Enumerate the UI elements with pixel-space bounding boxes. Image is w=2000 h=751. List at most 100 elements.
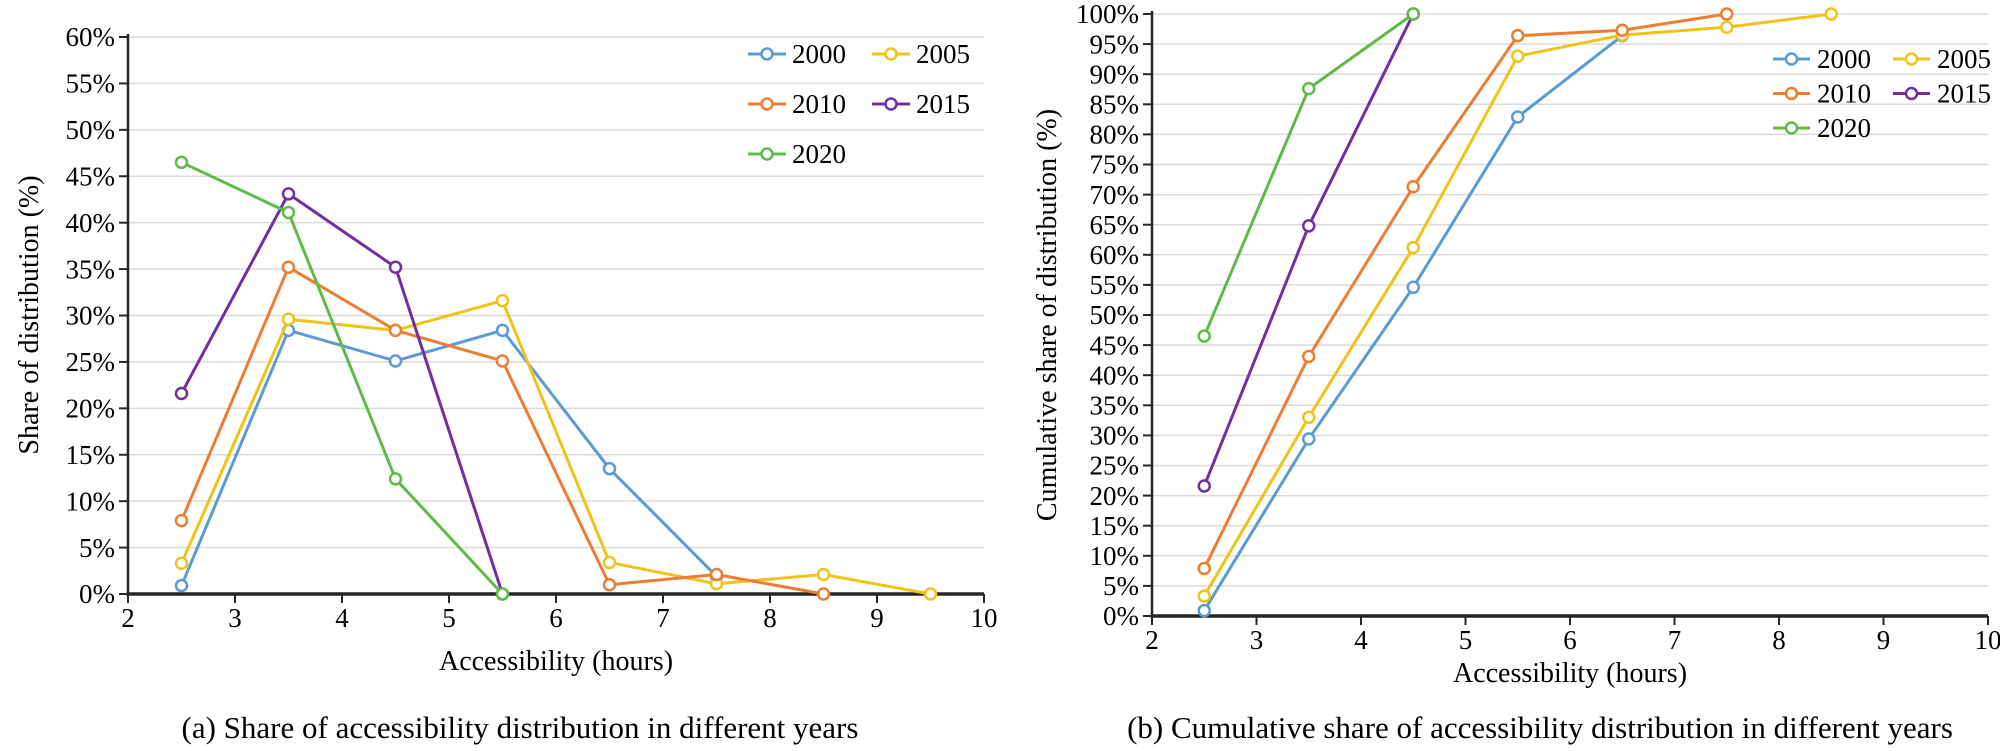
legend-label-2000: 2000 (792, 39, 846, 69)
legend: 2000 2005 2010 2015 2020 (748, 39, 970, 169)
series-2000 (174, 323, 724, 593)
data-point-marker-2010 (495, 354, 510, 368)
legend-label-2005: 2005 (1937, 44, 1991, 74)
series-line-2015 (180, 192, 504, 595)
data-point-marker-2010 (602, 577, 617, 592)
data-point-marker-2000 (1302, 432, 1316, 446)
data-point-marker-2005 (281, 312, 296, 326)
legend: 2000 2005 2010 2015 2020 (1773, 44, 1991, 143)
share-chart-x-axis-title: Accessibility (hours) (438, 646, 674, 677)
share-chart-y-axis-title: Share of distribution (%) (14, 175, 45, 455)
data-point-marker-2000 (1406, 280, 1420, 295)
legend-label-2020: 2020 (792, 139, 846, 169)
y-tick-label: 85% (1090, 89, 1140, 119)
y-tick-label: 50% (1090, 300, 1140, 330)
data-point-marker-2005 (174, 556, 189, 571)
legend-item-2020: 2020 (1773, 113, 1871, 143)
data-point-marker-2000 (602, 461, 617, 476)
y-tick-label: 90% (1090, 59, 1140, 89)
y-tick-label: 75% (1090, 150, 1140, 180)
data-point-marker-2010 (1720, 7, 1734, 21)
data-point-marker-2015 (388, 260, 403, 274)
y-tick-label: 20% (66, 394, 116, 424)
series-2010 (174, 260, 831, 601)
legend-item-2005: 2005 (872, 39, 970, 69)
y-tick-label: 10% (66, 486, 116, 516)
series-2020 (174, 155, 510, 601)
legend-item-2015: 2015 (872, 89, 970, 119)
y-tick-label: 95% (1090, 29, 1140, 59)
x-tick-label: 6 (549, 603, 563, 633)
y-tick-label: 50% (66, 115, 116, 145)
data-point-marker-2005 (816, 567, 831, 582)
series-line-2010 (1202, 12, 1727, 570)
legend-label-2015: 2015 (916, 89, 970, 119)
legend-item-2005: 2005 (1893, 44, 1991, 74)
x-tick-label: 7 (1668, 625, 1682, 655)
x-tick-label: 4 (1354, 625, 1368, 655)
legend-item-2020: 2020 (748, 139, 846, 169)
y-tick-label: 60% (1090, 240, 1140, 270)
data-point-marker-2010 (709, 567, 724, 582)
legend-marker-2015 (1904, 86, 1919, 101)
data-point-marker-2010 (281, 260, 296, 274)
y-tick-label: 0% (79, 579, 115, 609)
series-2010 (1197, 7, 1734, 576)
y-tick-label: 15% (1090, 511, 1140, 541)
data-point-marker-2010 (1302, 349, 1316, 364)
x-tick-label: 9 (870, 603, 884, 633)
series-line-2020 (1202, 12, 1415, 337)
series-line-2005 (180, 299, 931, 596)
legend-marker-2010 (760, 97, 774, 111)
data-point-marker-2000 (495, 323, 510, 338)
data-point-marker-2010 (1615, 23, 1629, 38)
data-point-marker-2010 (1406, 180, 1420, 194)
x-tick-label: 8 (1772, 625, 1786, 655)
series-2015 (174, 187, 510, 601)
y-tick-label: 35% (1090, 390, 1140, 420)
data-point-marker-2015 (1302, 219, 1316, 233)
legend-marker-2010 (1784, 86, 1799, 101)
data-point-marker-2010 (174, 513, 189, 528)
legend-marker-2020 (1784, 121, 1799, 135)
x-tick-label: 6 (1563, 625, 1577, 655)
data-point-marker-2020 (174, 155, 189, 170)
share-chart: 0% 5% 10% 15% 20% 25% 30% 35% 40% 45% 50% 55% 60% 2 3 4… (66, 22, 998, 633)
data-point-marker-2015 (1197, 479, 1211, 493)
data-point-marker-2005 (602, 555, 617, 570)
data-point-marker-2010 (1511, 28, 1525, 43)
data-point-marker-2000 (1197, 603, 1211, 618)
y-tick-label: 0% (1103, 601, 1139, 631)
x-tick-label: 2 (121, 603, 135, 633)
cumulative-chart-y-axis-title: Cumulative share of distribution (%) (1032, 108, 1063, 522)
y-tick-label: 70% (1090, 180, 1140, 210)
legend-label-2010: 2010 (1817, 79, 1871, 109)
legend-item-2010: 2010 (1773, 79, 1871, 109)
y-tick-label: 40% (1090, 360, 1140, 390)
x-tick-label: 7 (656, 603, 670, 633)
legend-marker-2005 (1904, 52, 1919, 66)
y-tick-label: 5% (1103, 571, 1139, 601)
legend-marker-2020 (760, 147, 774, 161)
x-tick-label: 3 (228, 603, 242, 633)
legend-label-2005: 2005 (916, 39, 970, 69)
x-tick-label: 5 (1459, 625, 1473, 655)
y-tick-label: 30% (66, 301, 116, 331)
data-point-marker-2000 (388, 354, 403, 368)
data-point-marker-2020 (495, 587, 510, 601)
x-tick-label: 4 (335, 603, 349, 633)
data-point-marker-2020 (1302, 81, 1316, 96)
x-tick-label: 9 (1877, 625, 1891, 655)
x-tick-label: 5 (442, 603, 456, 633)
data-point-marker-2010 (816, 587, 831, 601)
cumulative-chart: 0%5%10%15%20%25%30%35%40%45%50%55%60%65%… (1076, 0, 2000, 655)
y-tick-label: 100% (1076, 0, 1139, 29)
y-tick-label: 30% (1090, 421, 1140, 451)
x-tick-label: 10 (1975, 625, 2000, 655)
data-point-marker-2020 (388, 472, 403, 486)
series-2020 (1197, 7, 1420, 343)
data-point-marker-2020 (1406, 7, 1420, 21)
y-tick-label: 25% (1090, 451, 1140, 481)
legend-label-2000: 2000 (1817, 44, 1871, 74)
y-tick-label: 5% (79, 533, 115, 563)
